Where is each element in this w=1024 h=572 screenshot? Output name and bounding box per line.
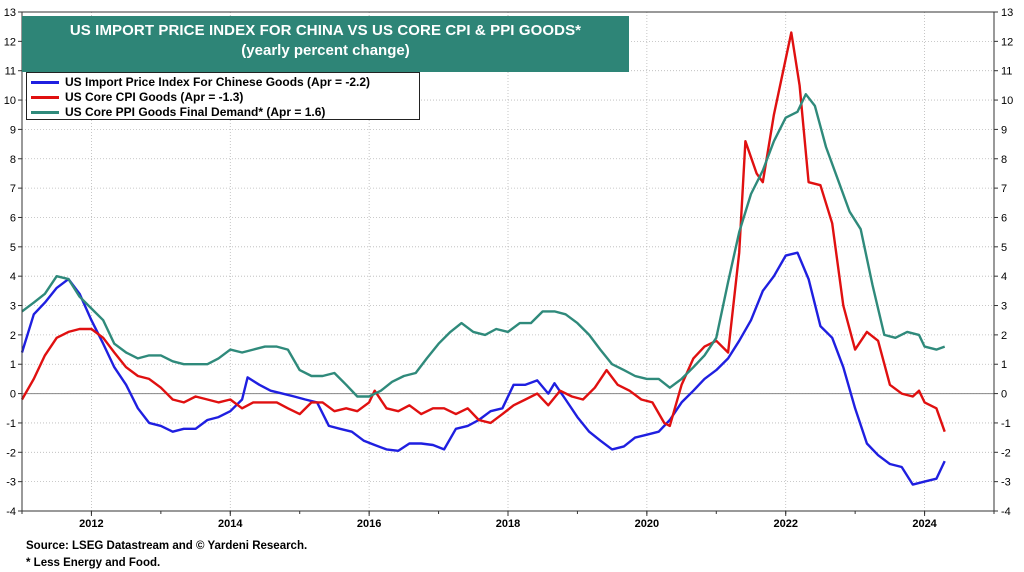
y-tick-label: -4	[6, 506, 16, 518]
y-tick-label: 2	[10, 330, 16, 342]
y-tick-label: 5	[1001, 242, 1007, 254]
footnote: * Less Energy and Food.	[26, 557, 161, 569]
x-axis: 2012 2014 2016 2018 2020 2022 2024	[21, 511, 995, 530]
series-lines	[20, 31, 946, 486]
legend-item-core-ppi: US Core PPI Goods Final Demand* (Apr = 1…	[31, 105, 325, 119]
x-tick-label: 2016	[357, 518, 381, 530]
y-tick-label: 11	[1001, 66, 1012, 78]
y-tick-label: 0	[10, 389, 16, 401]
x-tick-label: 2022	[773, 518, 797, 530]
legend-label: US Core CPI Goods (Apr = -1.3)	[65, 90, 244, 104]
y-tick-label: -2	[6, 447, 16, 459]
y-tick-label: 8	[10, 154, 16, 166]
y-tick-label: -4	[1001, 506, 1011, 518]
y-tick-label: 12	[4, 36, 16, 48]
y-tick-label: -3	[1001, 477, 1011, 489]
x-tick-label: 2024	[912, 518, 937, 530]
y-tick-label: 13	[4, 7, 16, 19]
y-tick-label: 2	[1001, 330, 1007, 342]
legend-swatch-green	[31, 110, 59, 114]
y-tick-label: 11	[5, 66, 16, 78]
y-tick-label: 8	[1001, 154, 1007, 166]
legend-swatch-blue	[31, 80, 59, 84]
y-tick-label: -3	[6, 477, 16, 489]
y-tick-label: 9	[10, 124, 16, 136]
y-tick-label: 4	[10, 271, 16, 283]
y-tick-label: 0	[1001, 389, 1007, 401]
legend-label: US Import Price Index For Chinese Goods …	[65, 75, 371, 89]
y-tick-label: 3	[10, 301, 16, 313]
y-tick-label: 12	[1001, 36, 1013, 48]
series-line-2	[20, 31, 946, 433]
x-tick-label: 2014	[218, 518, 243, 530]
chart-title-box: US IMPORT PRICE INDEX FOR CHINA VS US CO…	[22, 16, 629, 72]
source-note: Source: LSEG Datastream and © Yardeni Re…	[26, 540, 308, 552]
y-tick-label: 7	[10, 183, 16, 195]
legend-item-core-cpi: US Core CPI Goods (Apr = -1.3)	[31, 90, 243, 104]
legend: US Import Price Index For Chinese Goods …	[26, 72, 420, 120]
y-tick-label: 6	[1001, 212, 1007, 224]
y-tick-label: 10	[1001, 95, 1013, 107]
series-line-1	[20, 251, 946, 486]
legend-swatch-red	[31, 95, 59, 99]
chart-title: US IMPORT PRICE INDEX FOR CHINA VS US CO…	[69, 22, 582, 39]
x-tick-label: 2018	[496, 518, 520, 530]
y-tick-label: 3	[1001, 301, 1007, 313]
series-line-3	[21, 93, 946, 398]
y-tick-label: 6	[10, 212, 16, 224]
y-tick-label: 7	[1001, 183, 1007, 195]
legend-item-import-price: US Import Price Index For Chinese Goods …	[31, 75, 370, 89]
y-tick-label: -1	[1001, 418, 1011, 430]
y-tick-label: -2	[1001, 447, 1011, 459]
y-tick-label: 10	[4, 95, 16, 107]
y-tick-label: 13	[1001, 7, 1013, 19]
legend-label: US Core PPI Goods Final Demand* (Apr = 1…	[65, 105, 326, 119]
y-tick-label: 9	[1001, 124, 1007, 136]
y-tick-label: 1	[1001, 359, 1007, 371]
x-tick-label: 2012	[79, 518, 103, 530]
y-tick-label: -1	[6, 418, 16, 430]
y-tick-label: 1	[10, 359, 16, 371]
y-tick-label: 4	[1001, 271, 1007, 283]
chart-subtitle: (yearly percent change)	[241, 42, 410, 59]
y-tick-label: 5	[10, 242, 16, 254]
x-tick-label: 2020	[635, 518, 659, 530]
